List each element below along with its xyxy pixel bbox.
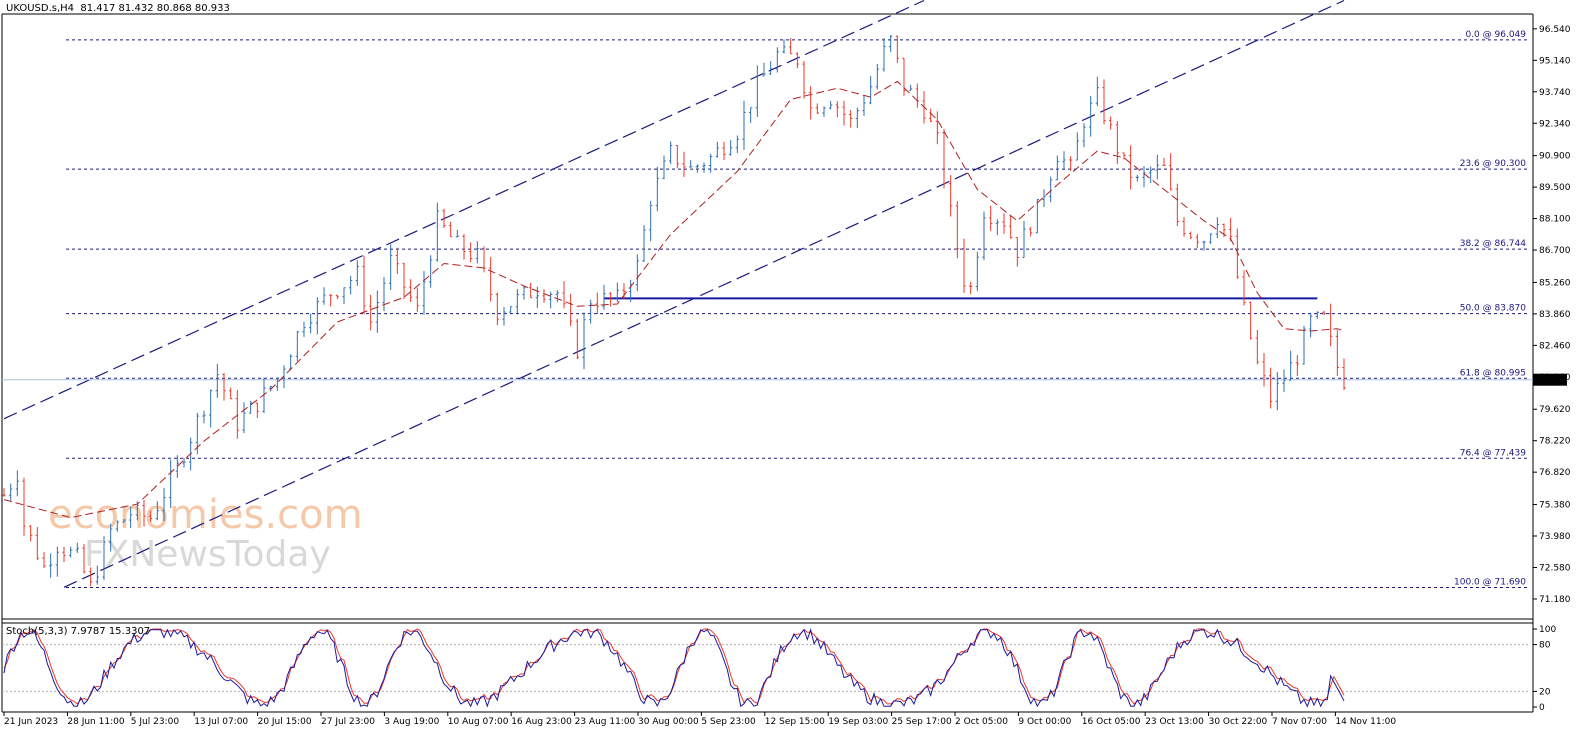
fib-level-label: 100.0 @ 71.690 [1454, 577, 1526, 587]
price-tick-label: 95.140 [1539, 56, 1571, 66]
fib-level-label: 76.4 @ 77.439 [1460, 448, 1527, 458]
channel-line [63, 0, 1345, 588]
time-tick-label: 30 Aug 00:00 [638, 717, 699, 727]
fib-level-label: 23.6 @ 90.300 [1460, 159, 1527, 169]
price-tick-label: 90.900 [1539, 152, 1571, 162]
price-tick-label: 71.180 [1539, 595, 1571, 605]
time-tick-label: 27 Jul 23:00 [321, 717, 375, 727]
price-tick-label: 86.700 [1539, 246, 1571, 256]
stoch-tick-label: 20 [1539, 687, 1551, 697]
time-tick-label: 20 Jul 15:00 [258, 717, 312, 727]
time-tick-label: 25 Sep 17:00 [892, 717, 952, 727]
stoch-tick-label: 80 [1539, 641, 1551, 651]
stoch-tick-label: 0 [1539, 703, 1545, 713]
time-tick-label: 28 Jun 11:00 [67, 717, 124, 727]
fib-level-label: 61.8 @ 80.995 [1460, 368, 1526, 378]
price-tick-label: 96.540 [1539, 25, 1571, 35]
time-tick-label: 30 Oct 22:00 [1209, 717, 1268, 727]
price-tick-label: 88.100 [1539, 215, 1571, 225]
time-tick-label: 13 Jul 07:00 [194, 717, 248, 727]
time-tick-label: 23 Aug 11:00 [575, 717, 636, 727]
time-tick-label: 5 Sep 23:00 [701, 717, 756, 727]
price-tick-label: 92.340 [1539, 119, 1571, 129]
stoch-signal-line [3, 628, 1345, 705]
price-tick-label: 83.860 [1539, 310, 1571, 320]
price-tick-label: 78.220 [1539, 437, 1571, 447]
time-tick-label: 14 Nov 11:00 [1335, 717, 1396, 727]
price-tick-label: 85.260 [1539, 278, 1571, 288]
fib-level-label: 50.0 @ 83.870 [1460, 304, 1527, 314]
watermark-line2: FXNewsToday [84, 534, 331, 575]
ohlc-values: 81.417 81.432 80.868 80.933 [80, 3, 230, 14]
symbol-label: UKOUSD.s,H4 [6, 3, 75, 14]
price-tick-label: 76.820 [1539, 468, 1571, 478]
symbol-header: UKOUSD.s,H4 81.417 81.432 80.868 80.933 [6, 3, 230, 14]
price-tick-label: 79.620 [1539, 405, 1571, 415]
time-tick-label: 12 Sep 15:00 [765, 717, 825, 727]
price-tick-label: 75.380 [1539, 501, 1571, 511]
time-tick-label: 10 Aug 07:00 [448, 717, 509, 727]
time-tick-label: 19 Sep 03:00 [828, 717, 888, 727]
price-tick-label: 72.580 [1539, 563, 1571, 573]
time-tick-label: 21 Jun 2023 [4, 717, 58, 727]
time-tick-label: 7 Nov 07:00 [1272, 717, 1327, 727]
moving-average-line [3, 80, 1345, 519]
time-tick-label: 5 Jul 23:00 [131, 717, 180, 727]
current-price-box [1533, 373, 1567, 386]
time-tick-label: 9 Oct 00:00 [1018, 717, 1071, 727]
stoch-tick-label: 100 [1539, 625, 1556, 635]
price-tick-label: 82.460 [1539, 341, 1571, 351]
time-tick-label: 16 Oct 05:00 [1082, 717, 1141, 727]
price-tick-label: 89.500 [1539, 183, 1571, 193]
watermark-line1: economies.com [48, 492, 363, 538]
channel-line [3, 0, 925, 420]
price-tick-label: 93.740 [1539, 88, 1571, 98]
time-tick-label: 16 Aug 23:00 [511, 717, 572, 727]
fib-level-label: 38.2 @ 86.744 [1460, 239, 1527, 249]
time-tick-label: 23 Oct 13:00 [1145, 717, 1204, 727]
stoch-main-line [3, 628, 1345, 708]
current-price-label: 80.933 [1535, 376, 1567, 386]
time-tick-label: 3 Aug 19:00 [384, 717, 439, 727]
time-tick-label: 2 Oct 05:00 [955, 717, 1008, 727]
stoch-header: Stoch(5,3,3) 7.9787 15.3307 [6, 626, 151, 637]
price-tick-label: 73.980 [1539, 532, 1571, 542]
candles [2, 35, 1346, 587]
fib-level-label: 0.0 @ 96.049 [1465, 30, 1526, 40]
